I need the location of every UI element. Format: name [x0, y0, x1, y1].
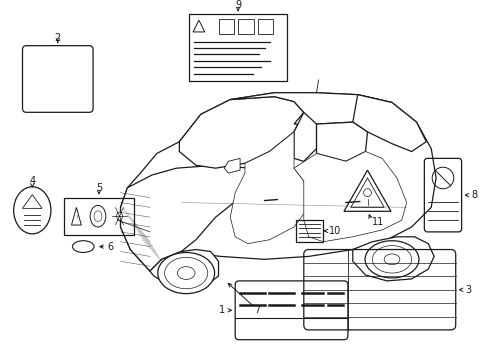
Polygon shape	[120, 93, 435, 271]
Polygon shape	[343, 170, 390, 211]
Ellipse shape	[177, 267, 195, 279]
Ellipse shape	[14, 187, 51, 234]
Text: 11: 11	[372, 217, 384, 227]
Ellipse shape	[365, 241, 418, 278]
Text: 9: 9	[235, 0, 241, 10]
Polygon shape	[352, 237, 433, 281]
Text: 1: 1	[219, 305, 225, 315]
Text: 7: 7	[254, 305, 260, 315]
Ellipse shape	[116, 212, 122, 220]
Polygon shape	[293, 152, 406, 242]
Bar	[218, 19, 234, 34]
Bar	[295, 220, 323, 242]
Polygon shape	[230, 132, 308, 244]
Polygon shape	[150, 249, 218, 289]
Ellipse shape	[384, 254, 399, 265]
Text: 5: 5	[96, 183, 102, 193]
Polygon shape	[179, 96, 303, 168]
Bar	[189, 14, 286, 81]
Bar	[238, 19, 253, 34]
Text: 8: 8	[470, 190, 477, 200]
Polygon shape	[224, 158, 240, 173]
Ellipse shape	[158, 252, 214, 294]
Bar	[63, 198, 134, 235]
Bar	[257, 19, 273, 34]
Ellipse shape	[72, 241, 94, 252]
Polygon shape	[230, 93, 391, 124]
Text: 2: 2	[55, 33, 61, 43]
Text: !: !	[75, 215, 78, 220]
Text: 6: 6	[107, 242, 114, 252]
Polygon shape	[316, 122, 367, 161]
Polygon shape	[293, 112, 316, 161]
Polygon shape	[120, 165, 259, 271]
Text: 4: 4	[29, 176, 35, 186]
Text: 10: 10	[328, 226, 341, 236]
Text: 3: 3	[465, 285, 471, 295]
Polygon shape	[352, 95, 426, 152]
